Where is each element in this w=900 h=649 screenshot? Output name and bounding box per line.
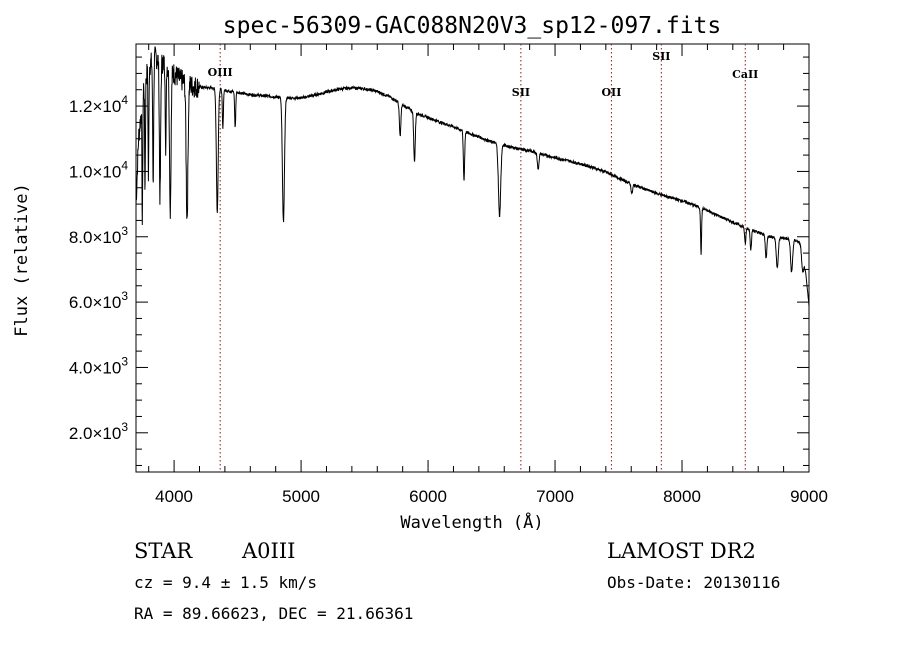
x-tick-label: 7000 (536, 487, 574, 506)
axis-ticks (136, 44, 810, 472)
chart-title: spec-56309-GAC088N20V3_sp12-097.fits (223, 13, 722, 39)
object-class: STAR (134, 539, 193, 563)
x-tick-label: 9000 (790, 487, 828, 506)
y-tick-label: 6.0×103 (69, 289, 128, 312)
x-axis-label: Wavelength (Å) (400, 511, 543, 533)
survey-name: LAMOST DR2 (607, 539, 756, 563)
x-tick-label: 5000 (282, 487, 320, 506)
y-tick-label: 1.0×104 (69, 158, 128, 181)
y-tick-label: 8.0×103 (69, 224, 128, 247)
y-tick-label: 1.2×104 (69, 93, 128, 116)
y-tick-labels: 2.0×103 4.0×103 6.0×103 8.0×103 1.0×104 1.2×1… (69, 93, 128, 443)
spectrum-line (135, 46, 810, 307)
x-tick-labels: 4000 5000 6000 7000 8000 9000 (155, 487, 828, 506)
marker-label: OIII (208, 66, 233, 79)
marker-label: SII (512, 86, 530, 99)
x-tick-label: 4000 (155, 487, 193, 506)
observation-date: Obs-Date: 20130116 (607, 573, 780, 592)
y-axis-label: Flux (relative) (12, 183, 32, 337)
object-subclass: A0III (241, 539, 295, 563)
y-tick-label: 4.0×103 (69, 354, 128, 377)
marker-label: CaII (732, 68, 758, 81)
plot-frame (135, 43, 810, 473)
x-tick-label: 8000 (663, 487, 701, 506)
x-tick-label: 6000 (409, 487, 447, 506)
y-tick-label: 2.0×103 (69, 420, 128, 443)
redshift-cz: cz = 9.4 ± 1.5 km/s (134, 573, 317, 592)
marker-label: OII (601, 86, 621, 99)
emission-line-markers: OIII SII OII SII CaII (208, 44, 758, 472)
marker-label: SII (652, 50, 670, 63)
ra-dec-coordinates: RA = 89.66623, DEC = 21.66361 (134, 604, 413, 623)
